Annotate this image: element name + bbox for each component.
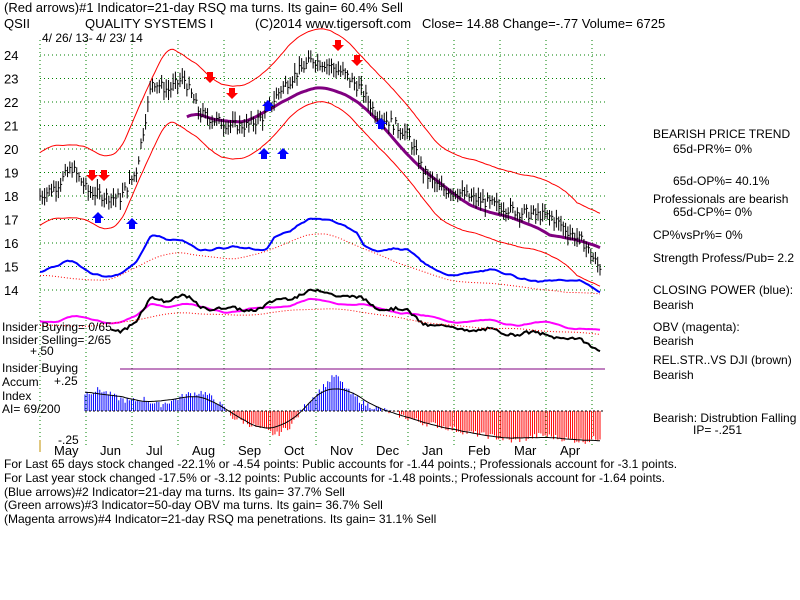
company-name: QUALITY SYSTEMS I	[85, 16, 214, 31]
sell-arrow	[226, 88, 238, 99]
signal-arrows	[86, 40, 387, 229]
ai-label: AI= 69/200	[2, 402, 61, 416]
month-tick-label: Apr	[560, 443, 581, 458]
month-tick-label: Oct	[284, 443, 305, 458]
price-tick-label: 24	[4, 48, 18, 63]
obv-ma	[39, 308, 601, 335]
sell-arrow	[98, 170, 110, 181]
strength-ratio: Strength Profess/Pub= 2.2	[653, 251, 795, 265]
price-tick-label: 23	[4, 72, 18, 87]
price-tick-label: 14	[4, 283, 18, 298]
sell-arrow	[86, 170, 98, 181]
indicator-3-label: (Green arrows)#3 Indicator=50-day OBV ma…	[4, 498, 383, 512]
footer-year: For Last year stock changed -17.5% or -3…	[4, 471, 666, 485]
price-tick-label: 22	[4, 95, 18, 110]
indicator-2-label: (Blue arrows)#2 Indicator=21-day ma turn…	[4, 485, 345, 499]
chart-grid	[39, 40, 605, 445]
month-tick-label: Feb	[468, 443, 490, 458]
date-range: 4/ 26/ 13- 4/ 23/ 14	[42, 31, 143, 45]
cp-pct: 65d-CP%= 0%	[673, 205, 753, 219]
obv-label: OBV (magenta):	[653, 320, 740, 334]
pr-pct: 65d-PR%= 0%	[673, 142, 753, 156]
sell-arrow	[332, 40, 344, 51]
moving-average-line	[186, 86, 601, 250]
professionals-status: Professionals are bearish	[653, 192, 789, 206]
buy-arrow	[92, 212, 104, 223]
buy-arrow	[126, 218, 138, 229]
ip-value: IP= -.251	[693, 423, 743, 437]
obv-line	[39, 297, 601, 331]
closing-power-label: CLOSING POWER (blue):	[653, 283, 794, 297]
plus50-label: +.50	[30, 344, 54, 358]
buy-arrow	[277, 148, 289, 159]
buy-arrow	[258, 148, 270, 159]
insider-buying-count: Insider Buying= 0/65	[2, 320, 112, 334]
price-tick-label: 21	[4, 119, 18, 134]
rel-str-status: Bearish	[653, 368, 694, 382]
month-tick-label: Sep	[238, 443, 261, 458]
closing-power-line	[39, 217, 601, 294]
month-tick-label: Nov	[330, 443, 354, 458]
buy-arrow	[262, 100, 274, 111]
rel-str-label: REL.STR..VS DJI (brown)	[653, 353, 792, 367]
price-bars	[39, 50, 602, 276]
sell-arrow	[204, 72, 216, 83]
obv-status: Bearish	[653, 334, 694, 348]
copyright: (C)2014 www.tigersoft.com	[255, 16, 412, 31]
trend-heading: BEARISH PRICE TREND	[653, 127, 791, 141]
op-pct: 65d-OP%= 40.1%	[673, 174, 770, 188]
ticker: QSII	[4, 16, 31, 31]
price-tick-label: 17	[4, 213, 18, 228]
index-label: Index	[2, 389, 32, 403]
cp-vs-pr: CP%vsPr%= 0%	[653, 228, 743, 242]
closing-power-status: Bearish	[653, 298, 694, 312]
accum-status: Bearish: Distrubtion Falling	[653, 411, 797, 425]
upper-band-line	[39, 28, 601, 214]
month-tick-label: Jun	[100, 443, 121, 458]
insider-buying-label: Insider Buying	[2, 361, 79, 375]
quote-line: Close= 14.88 Change=-.77 Volume= 6725	[422, 16, 666, 31]
month-tick-label: Mar	[514, 443, 537, 458]
accum-index-bars	[84, 374, 601, 444]
month-tick-label: Aug	[192, 443, 215, 458]
footer-65day: For Last 65 days stock changed -22.1% or…	[4, 457, 678, 471]
price-tick-label: 19	[4, 166, 18, 181]
sell-arrow	[351, 55, 363, 66]
accum-ma-line	[84, 388, 601, 442]
rel-strength-line	[110, 288, 601, 353]
lower-band-line	[39, 101, 601, 287]
buy-arrow	[375, 118, 387, 129]
price-tick-label: 15	[4, 260, 18, 275]
plus25-label: +.25	[54, 374, 78, 388]
accum-label: Accum	[2, 375, 39, 389]
month-tick-label: Jan	[422, 443, 443, 458]
price-tick-label: 16	[4, 236, 18, 251]
month-tick-label: Jul	[146, 443, 163, 458]
price-tick-label: 20	[4, 142, 18, 157]
month-axis-labels: May Jun Jul Aug Sep Oct Nov Dec Jan Feb Mar Apr	[54, 443, 581, 458]
price-tick-label: 18	[4, 189, 18, 204]
insider-selling-count: Insider Selling= 2/65	[2, 333, 112, 347]
price-axis-labels: 24 23 22 21 20 19 18 17 16 15 14	[4, 48, 18, 298]
minus25-label: -.25	[58, 433, 79, 447]
indicator-4-label: (Magenta arrows)#4 Indicator=21-day RSQ …	[4, 512, 437, 526]
indicator-1-label: (Red arrows)#1 Indicator=21-day RSQ ma t…	[4, 0, 403, 15]
month-tick-label: May	[54, 443, 79, 458]
month-tick-label: Dec	[376, 443, 400, 458]
